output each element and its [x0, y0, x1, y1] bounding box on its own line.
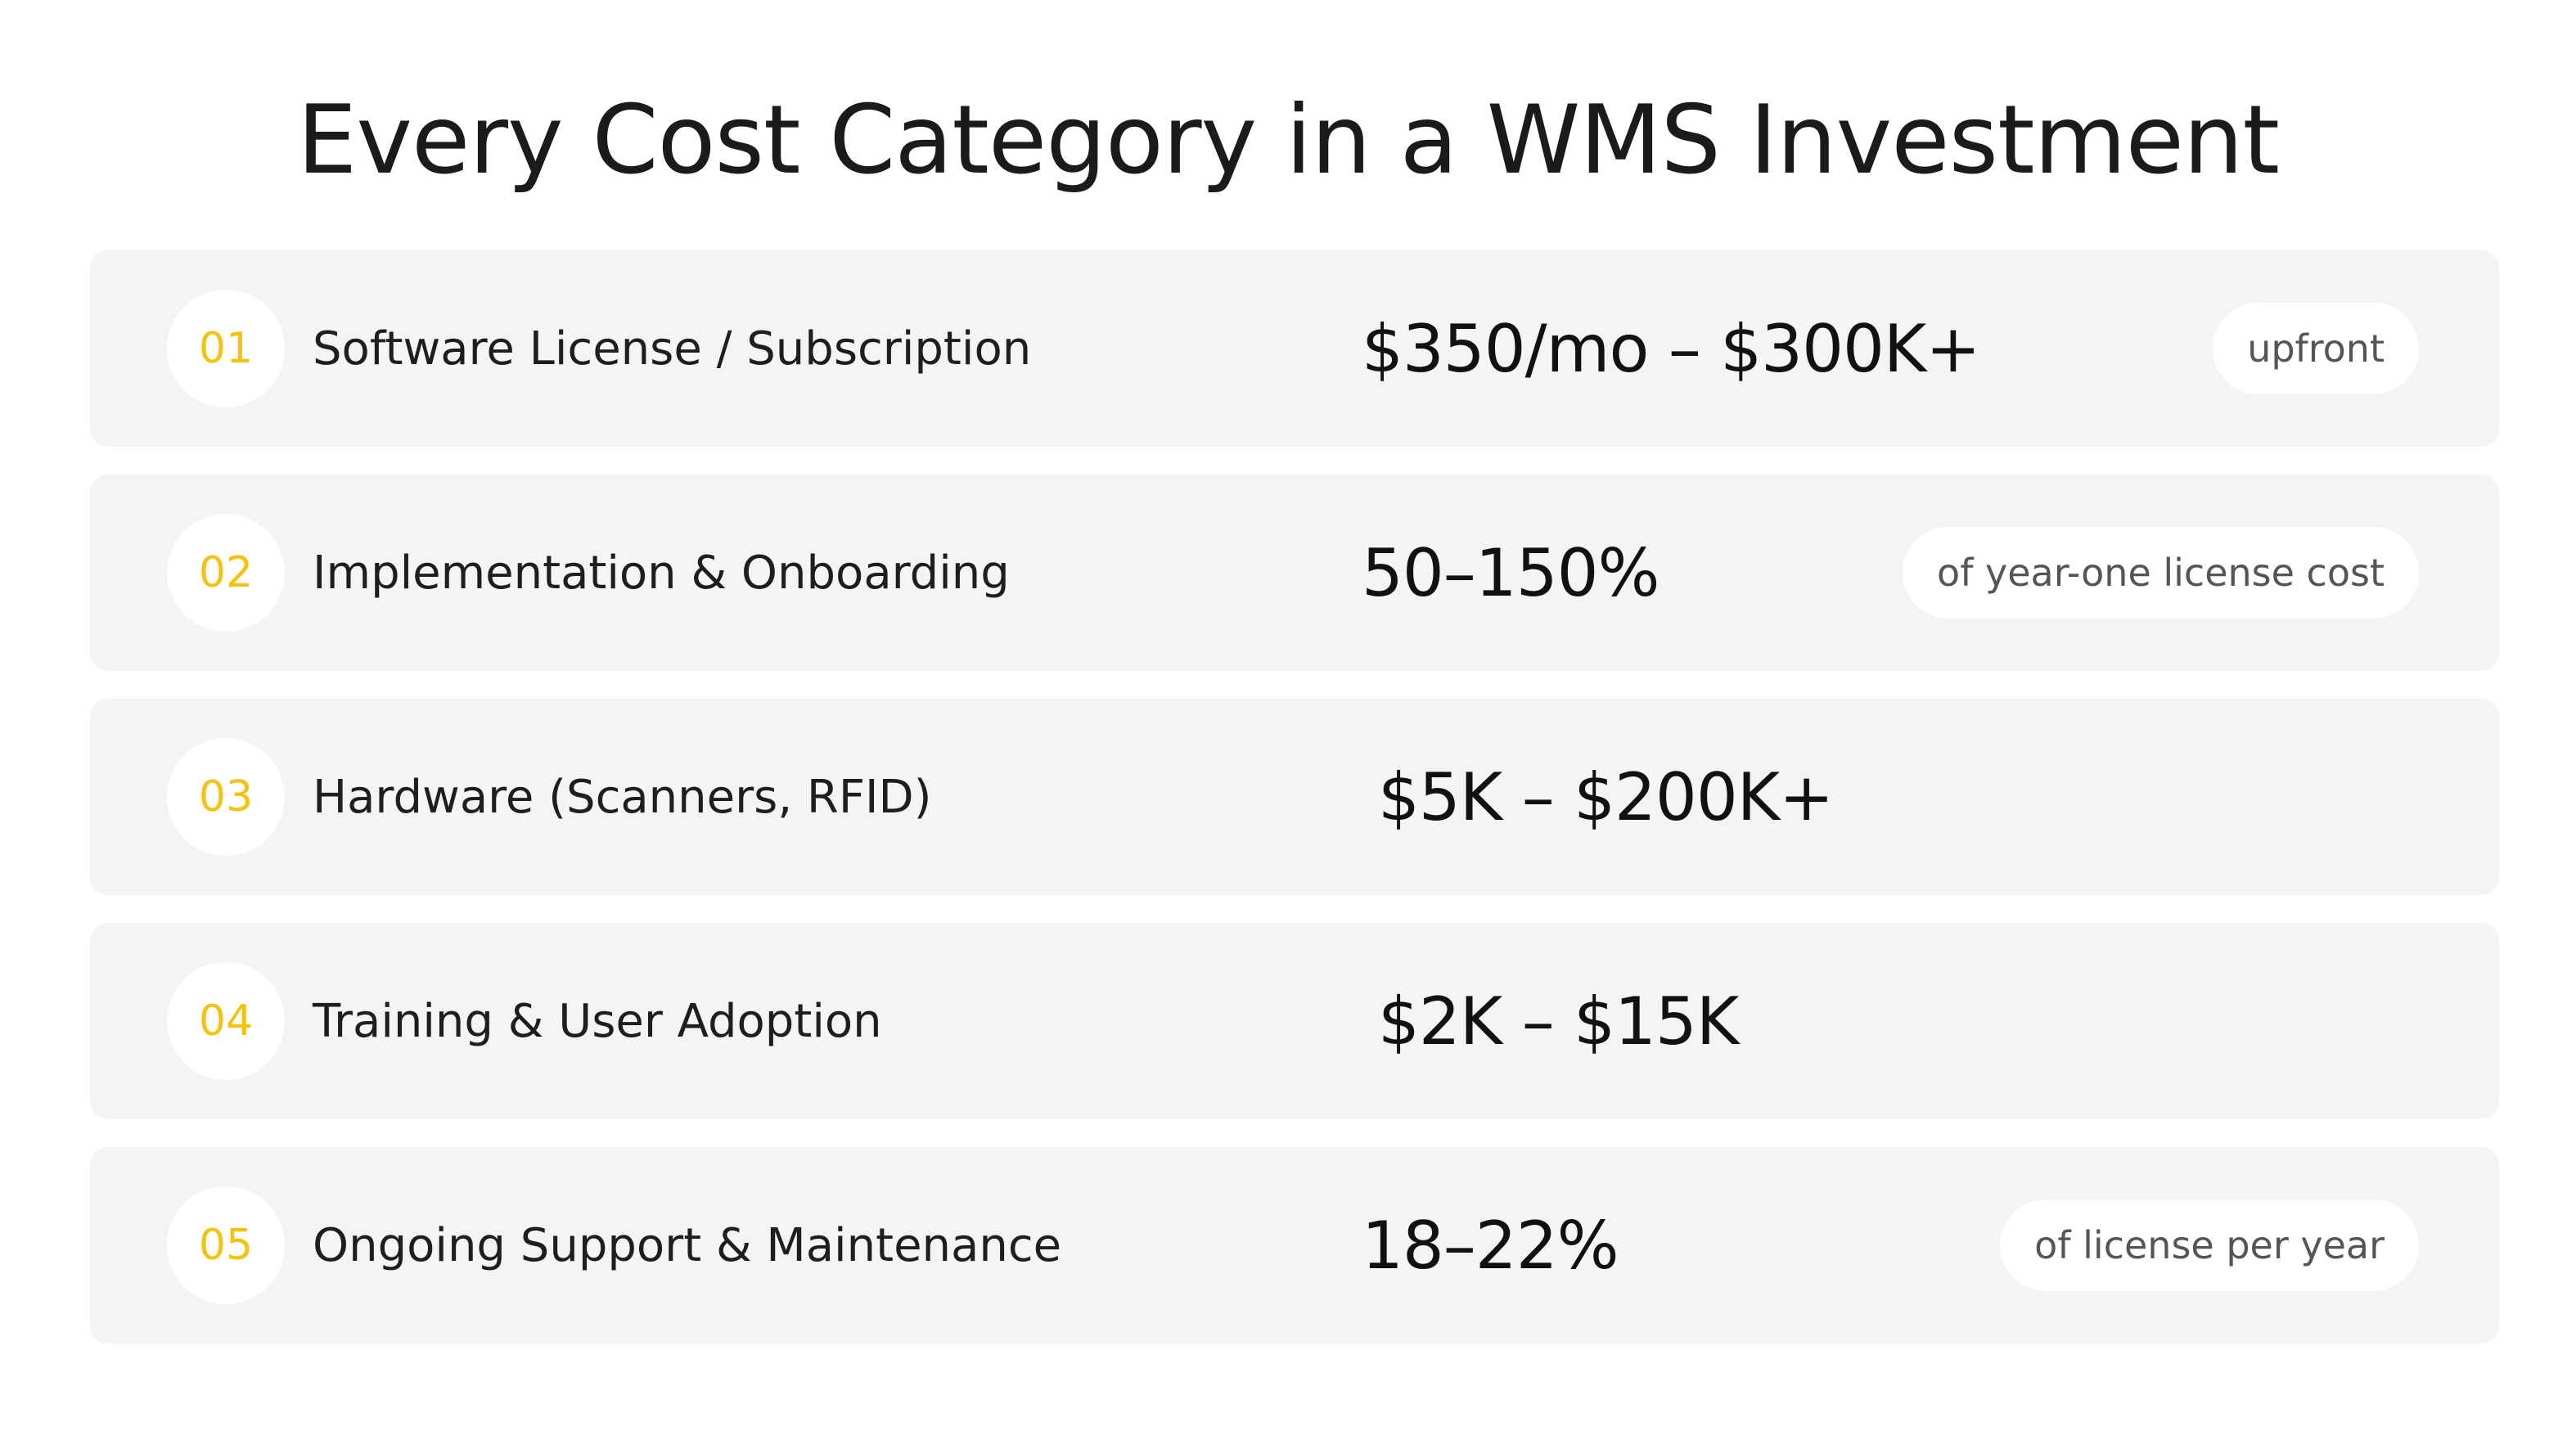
row-cost-value: 18–22% — [1362, 1207, 1619, 1284]
row-note-pill: of year-one license cost — [1903, 527, 2419, 619]
row-cost-value: 50–150% — [1362, 534, 1660, 611]
row-number-badge: 04 — [167, 962, 285, 1080]
row-note-pill: of license per year — [2000, 1199, 2419, 1291]
row-note-pill: upfront — [2213, 303, 2419, 394]
row-number-badge: 03 — [167, 738, 285, 856]
row-label: Software License / Subscription — [313, 322, 1032, 376]
row-number-badge: 01 — [167, 290, 285, 407]
cost-row-hardware: 03 Hardware (Scanners, RFID) $5K – $200K… — [90, 699, 2499, 895]
row-number-badge: 05 — [167, 1186, 285, 1304]
row-label: Implementation & Onboarding — [313, 546, 1010, 600]
row-label: Hardware (Scanners, RFID) — [313, 770, 932, 824]
cost-row-training: 04 Training & User Adoption $2K – $15K — [90, 923, 2499, 1119]
cost-row-implementation: 02 Implementation & Onboarding 50–150% o… — [90, 475, 2499, 671]
row-number-badge: 02 — [167, 514, 285, 632]
row-cost-value: $5K – $200K+ — [1378, 758, 1834, 835]
cost-row-software-license: 01 Software License / Subscription $350/… — [90, 250, 2499, 447]
row-cost-value: $350/mo – $300K+ — [1362, 310, 1980, 387]
cost-row-support-maintenance: 05 Ongoing Support & Maintenance 18–22% … — [90, 1147, 2499, 1343]
row-label: Training & User Adoption — [313, 994, 882, 1048]
cost-category-list: 01 Software License / Subscription $350/… — [90, 250, 2499, 1371]
row-label: Ongoing Support & Maintenance — [313, 1218, 1062, 1272]
row-cost-value: $2K – $15K — [1378, 983, 1739, 1060]
page-title: Every Cost Category in a WMS Investment — [297, 85, 2280, 196]
